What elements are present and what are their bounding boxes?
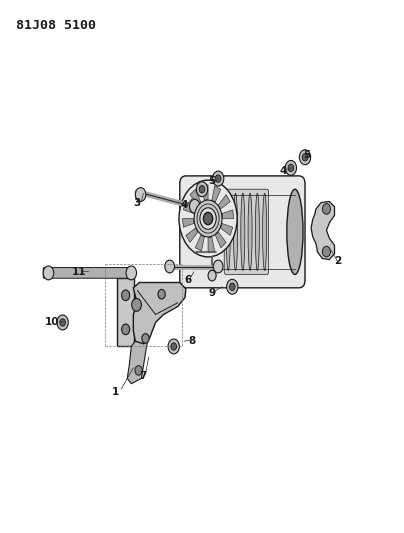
Text: 11: 11 (72, 267, 86, 277)
Circle shape (135, 366, 142, 375)
Circle shape (200, 208, 216, 229)
Circle shape (322, 204, 330, 214)
Circle shape (229, 283, 235, 290)
Polygon shape (186, 228, 198, 243)
Polygon shape (195, 235, 204, 251)
Circle shape (285, 160, 297, 175)
Circle shape (322, 246, 330, 257)
Ellipse shape (241, 193, 245, 271)
FancyBboxPatch shape (117, 278, 134, 346)
Text: 3: 3 (134, 198, 141, 207)
Polygon shape (311, 201, 335, 260)
Circle shape (213, 171, 224, 186)
Text: 9: 9 (208, 288, 216, 298)
Circle shape (122, 324, 130, 335)
Text: 8: 8 (188, 336, 196, 346)
Polygon shape (127, 341, 147, 384)
Circle shape (189, 199, 200, 213)
Circle shape (122, 290, 130, 301)
Ellipse shape (287, 189, 303, 274)
Text: 7: 7 (140, 371, 147, 381)
Text: 2: 2 (334, 256, 341, 266)
FancyBboxPatch shape (180, 176, 305, 288)
Circle shape (165, 260, 175, 273)
Circle shape (288, 164, 294, 172)
Circle shape (126, 266, 137, 280)
Text: 6: 6 (184, 275, 191, 285)
Polygon shape (183, 219, 194, 227)
Circle shape (215, 175, 221, 182)
Circle shape (132, 298, 141, 311)
Circle shape (171, 343, 177, 350)
Polygon shape (218, 195, 230, 209)
Circle shape (60, 319, 65, 326)
Circle shape (179, 180, 237, 257)
Polygon shape (190, 189, 201, 205)
Circle shape (158, 289, 165, 299)
Ellipse shape (226, 193, 230, 271)
Text: 5: 5 (303, 150, 311, 159)
Text: 5: 5 (208, 176, 216, 186)
Polygon shape (133, 282, 186, 344)
Circle shape (57, 315, 68, 330)
Circle shape (135, 188, 146, 201)
Text: 81J08 5100: 81J08 5100 (16, 19, 96, 31)
Circle shape (213, 260, 223, 273)
Circle shape (168, 339, 179, 354)
Polygon shape (208, 237, 215, 252)
Ellipse shape (234, 193, 238, 271)
Circle shape (208, 270, 216, 281)
Circle shape (299, 150, 311, 165)
Polygon shape (222, 210, 234, 219)
Circle shape (203, 212, 213, 225)
Polygon shape (221, 223, 233, 236)
FancyBboxPatch shape (43, 268, 135, 278)
Polygon shape (215, 232, 226, 248)
Circle shape (194, 200, 222, 237)
Circle shape (142, 334, 149, 343)
Polygon shape (183, 201, 196, 214)
FancyBboxPatch shape (224, 189, 269, 274)
Circle shape (196, 182, 208, 197)
Ellipse shape (255, 193, 259, 271)
Ellipse shape (248, 193, 252, 271)
Circle shape (43, 266, 54, 280)
Circle shape (302, 154, 308, 161)
Circle shape (199, 185, 205, 193)
Polygon shape (202, 185, 208, 200)
Ellipse shape (263, 193, 267, 271)
Polygon shape (212, 186, 221, 202)
Text: 10: 10 (45, 318, 60, 327)
Text: 1: 1 (112, 387, 119, 397)
Circle shape (227, 279, 238, 294)
Text: 4: 4 (180, 200, 187, 210)
Text: 4: 4 (279, 166, 286, 175)
